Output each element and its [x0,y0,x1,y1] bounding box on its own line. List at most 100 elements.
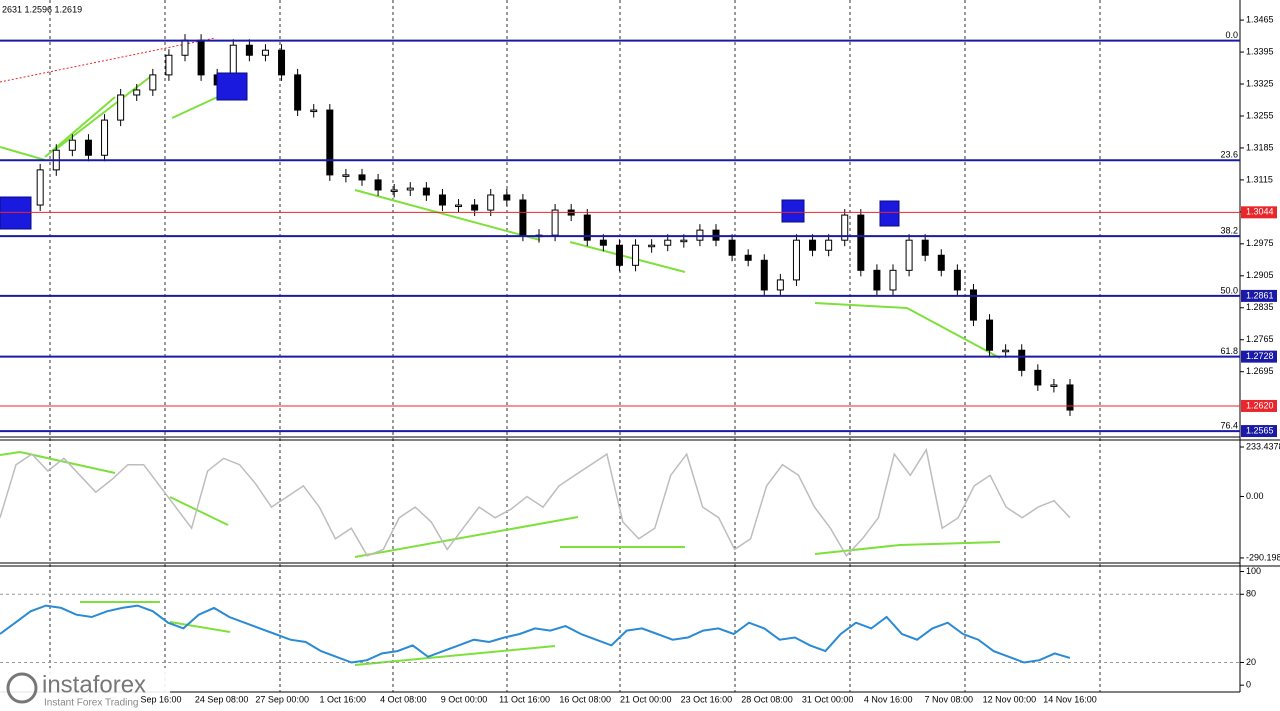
candle [841,214,849,241]
candle [342,174,350,177]
price-tag [1241,289,1277,302]
y-tick-label: 20 [1246,657,1256,667]
x-tick-label: 16 Oct 08:00 [559,694,611,704]
candle [873,269,881,291]
candle [1002,349,1010,353]
price-tag [1241,206,1277,219]
y-tick-label: 100 [1246,566,1261,576]
candle [744,254,752,261]
candle [889,269,897,291]
price-tag-label: 1.2620 [1246,400,1274,410]
candle [599,239,607,246]
candle [310,109,318,113]
header: 2631 1.2596 1.2619 [2,4,82,14]
candle [390,189,398,192]
candle [664,239,672,246]
candle [921,239,929,256]
candle [792,239,800,281]
candle [84,139,92,156]
y-tick-label: 1.2905 [1246,270,1274,280]
candle [36,169,44,206]
x-tick-label: 23 Oct 16:00 [681,694,733,704]
y-tick-label: 1.3325 [1246,78,1274,88]
candle [615,244,623,266]
candle [326,109,334,176]
y-tick-label: 1.2975 [1246,238,1274,248]
y-tick-label: 1.2835 [1246,302,1274,312]
candle [471,204,479,211]
candle [358,174,366,181]
candle [406,187,414,191]
candle [728,239,736,256]
y-tick-label: 1.3255 [1246,110,1274,120]
fib-level-label: 50.0 [1220,285,1238,295]
x-tick-label: 31 Oct 00:00 [802,694,854,704]
indicator-line [0,447,1071,558]
candle [261,49,269,56]
price-tag [1241,399,1277,412]
x-tick-label: 27 Sep 00:00 [255,694,309,704]
x-tick-label: 11 Oct 16:00 [499,694,550,704]
candle [953,269,961,291]
trend-line [0,37,216,83]
fib-level-label: 0.0 [1225,30,1238,40]
fib-level-label: 38.2 [1220,225,1238,235]
fib-level-label: 76.4 [1220,420,1238,430]
candle [905,239,913,271]
candle [760,259,768,291]
x-tick-label: 24 Sep 08:00 [195,694,249,704]
candle [680,239,688,243]
price-tag-label: 1.3044 [1246,207,1274,217]
candle [1018,349,1026,371]
vertical-grid [49,0,1101,692]
candle [825,239,833,251]
price-tag [1241,350,1277,363]
fib-level-label: 23.6 [1220,150,1238,160]
candle [294,74,302,111]
logo-icon [6,672,38,704]
candle [809,239,817,251]
x-tick-label: 28 Oct 08:00 [741,694,793,704]
candle [857,214,865,271]
candle [1050,384,1058,387]
fib-level-label: 61.8 [1220,346,1238,356]
candle [969,289,977,321]
x-tick-label: 21 Oct 00:00 [620,694,672,704]
x-tick-label: 7 Nov 08:00 [925,694,974,704]
markers [0,72,900,230]
candle [986,319,994,351]
x-tick-label: 14 Nov 16:00 [1043,694,1097,704]
y-tick-label: 0.00 [1246,491,1264,501]
logo-tagline: Instant Forex Trading [44,698,139,709]
candle [551,209,559,236]
candle [776,279,784,291]
y-tick-label: 1.3395 [1246,46,1274,56]
candle [583,214,591,241]
x-tick-label: 4 Nov 16:00 [864,694,913,704]
candle [937,254,945,271]
candle [117,94,125,121]
x-tick-label: 12 Nov 00:00 [983,694,1037,704]
candle [278,49,286,76]
indicator-line [0,604,1071,664]
logo-name: instaforex [42,671,146,698]
price-tag-label: 1.2565 [1246,425,1274,435]
y-tick-label: 233.4378 [1246,441,1280,451]
y-tick-label: 1.3465 [1246,14,1274,24]
price-tag-label: 1.2728 [1246,351,1274,361]
candle [245,44,253,56]
x-tick-label: 4 Oct 08:00 [380,694,427,704]
candle [149,74,157,91]
candle [133,89,141,96]
candle [101,119,109,156]
x-tick-label: Sep 16:00 [140,694,181,704]
candle [455,204,463,208]
y-tick-label: 1.3185 [1246,142,1274,152]
candle [1066,384,1074,411]
y-tick-label: -290.1984 [1246,552,1280,562]
y-tick-label: 1.2695 [1246,366,1274,376]
price-tag-label: 1.2861 [1246,290,1274,300]
x-tick-label: 1 Oct 16:00 [320,694,367,704]
candle [374,179,382,191]
